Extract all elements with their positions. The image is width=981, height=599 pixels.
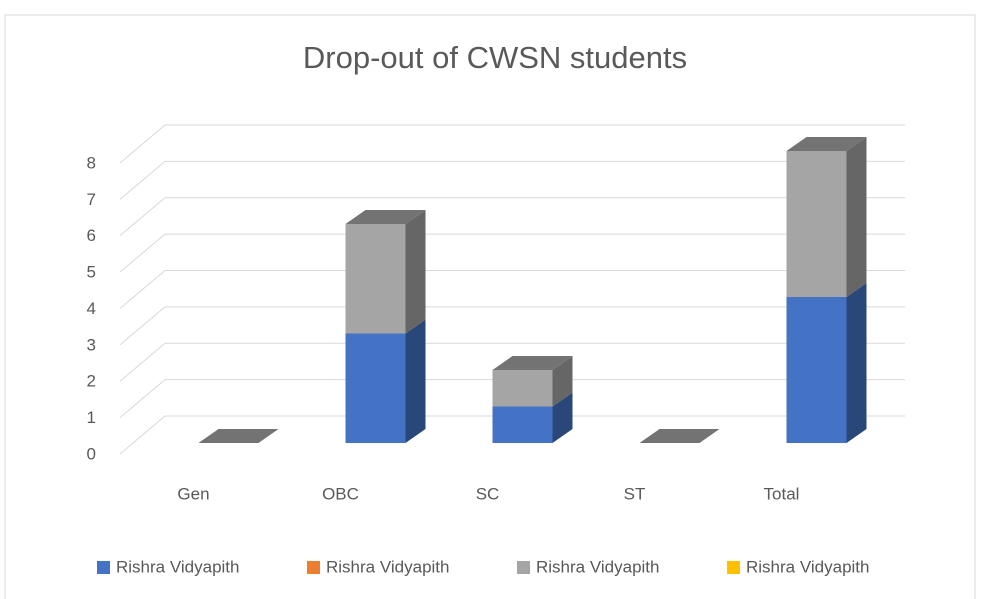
x-tick-label: SC: [476, 484, 500, 503]
y-tick-label: 2: [87, 372, 96, 391]
bar: [786, 297, 847, 443]
bar-side: [552, 356, 573, 407]
legend-swatch: [97, 561, 110, 574]
bar: [492, 406, 553, 443]
bar-top: [639, 429, 720, 443]
y-tick-label: 5: [87, 263, 96, 282]
grid-line-side: [119, 342, 166, 382]
x-tick-label: OBC: [322, 484, 359, 503]
legend-swatch: [517, 561, 530, 574]
grid-line-side: [119, 306, 166, 346]
bar-top: [345, 210, 426, 224]
x-tick-label: ST: [624, 484, 646, 503]
legend-label: Rishra Vidyapith: [326, 557, 449, 576]
bar-side: [846, 137, 867, 297]
y-tick-label: 0: [87, 444, 96, 463]
legend-label: Rishra Vidyapith: [536, 557, 659, 576]
bar-top: [492, 356, 573, 370]
x-tick-label: Gen: [177, 484, 209, 503]
bar-side: [405, 210, 426, 334]
bar-side: [405, 319, 426, 443]
grid-line-side: [119, 160, 166, 200]
bar-top: [198, 429, 279, 443]
y-tick-label: 8: [87, 153, 96, 172]
legend-swatch: [727, 561, 740, 574]
y-tick-label: 6: [87, 226, 96, 245]
legend-label: Rishra Vidyapith: [116, 557, 239, 576]
y-tick-label: 1: [87, 408, 96, 427]
y-tick-label: 4: [87, 299, 96, 318]
y-tick-label: 3: [87, 335, 96, 354]
grid-line-side: [119, 233, 166, 273]
bar: [345, 224, 406, 334]
y-tick-label: 7: [87, 190, 96, 209]
bar: [492, 370, 553, 407]
bar-side: [846, 283, 867, 443]
chart-title: Drop-out of CWSN students: [303, 40, 687, 75]
legend-label: Rishra Vidyapith: [746, 557, 869, 576]
bar-side: [552, 392, 573, 443]
x-tick-label: Total: [764, 484, 800, 503]
grid-line-side: [119, 124, 166, 164]
grid-line-side: [119, 197, 166, 237]
bar-top: [786, 137, 867, 151]
legend-swatch: [307, 561, 320, 574]
bar: [345, 333, 406, 443]
bar: [786, 151, 847, 297]
grid-line-side: [119, 379, 166, 419]
grid-line-side: [119, 415, 166, 455]
grid-line-side: [119, 270, 166, 309]
